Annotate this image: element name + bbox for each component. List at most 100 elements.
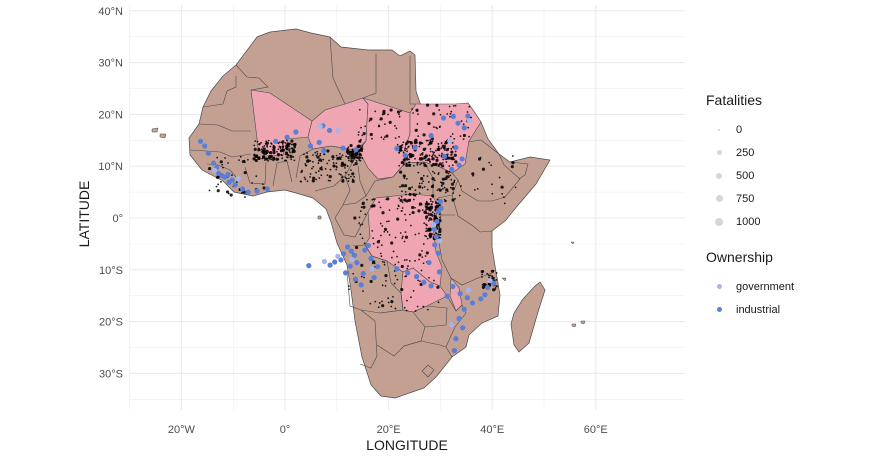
event-point [427,158,431,162]
event-point [462,123,465,126]
event-point [335,168,338,171]
border-cameroon [342,165,367,206]
event-point [425,139,428,142]
event-point [495,272,498,274]
event-point [399,170,403,174]
event-point [438,109,441,111]
event-point [431,213,434,216]
event-point [363,242,366,245]
event-point [327,179,330,182]
industrial-point [239,186,246,192]
legend-label: industrial [736,303,781,316]
event-point [436,156,439,159]
event-point [347,156,349,159]
event-point [383,136,386,139]
event-point [437,145,440,148]
border-libya-egypt [362,54,377,99]
industrial-point [340,145,346,151]
industrial-point [360,270,366,277]
event-point [360,263,364,267]
industrial-point [273,138,279,144]
event-point [261,146,264,148]
industrial-point [460,325,466,331]
event-point [383,261,386,264]
event-point [265,141,269,145]
event-point [405,193,407,196]
event-point [418,182,421,185]
event-point [262,147,266,151]
legend-key [706,141,732,164]
event-point [369,302,372,305]
event-point [265,150,267,153]
border-south-africa [403,340,447,348]
event-point [349,143,353,148]
event-point [410,296,412,299]
event-point [429,150,432,153]
event-point [431,215,434,218]
event-point [261,150,264,152]
event-point [400,195,403,198]
event-point [381,211,385,215]
event-point [447,147,450,150]
event-point [425,208,427,211]
event-point [403,306,406,309]
event-point [426,188,429,191]
industrial-point [225,171,231,178]
event-point [281,140,285,144]
event-point [396,110,401,114]
event-point [421,182,423,185]
event-point [360,275,363,278]
event-point [454,150,457,153]
event-point [481,285,486,289]
event-point [425,165,428,168]
event-point [414,310,417,312]
event-point [441,161,444,164]
industrial-point [229,177,235,183]
event-point [385,198,388,201]
event-point [336,157,340,161]
government-point [431,222,437,228]
event-point [389,108,393,112]
event-point [263,156,266,159]
event-point [359,147,363,152]
legend-label: 250 [736,146,755,159]
event-point [403,175,406,177]
event-point [404,147,407,150]
industrial-point [353,147,359,153]
legend: Fatalities 0 250 500 750 1000 Ownership … [706,92,881,337]
event-point [460,120,463,123]
event-point [394,236,397,239]
event-point [429,232,431,235]
event-point [374,300,377,303]
event-point [489,274,492,277]
event-point [398,135,400,138]
event-point [467,126,470,129]
event-point [240,192,243,194]
border-ethiopia [457,139,521,202]
event-point [362,290,364,292]
event-point [418,192,421,195]
event-point [347,150,350,152]
event-point [312,165,315,168]
event-point [411,186,413,189]
industrial-point [343,270,349,276]
event-point [285,159,287,162]
event-point [290,158,293,161]
event-point [443,146,446,149]
event-point [386,231,389,233]
comoros-island [501,277,507,282]
event-point [361,134,364,137]
event-point [318,177,321,179]
event-point [424,255,427,257]
event-point [387,220,390,223]
event-point [378,125,381,128]
event-point [290,139,294,143]
event-point [216,156,219,159]
event-point [438,216,441,219]
mauritius-island [580,320,586,325]
event-point [435,103,439,107]
government-point [317,123,323,129]
industrial-point [431,226,437,232]
event-point [285,147,289,151]
event-point [329,168,332,171]
